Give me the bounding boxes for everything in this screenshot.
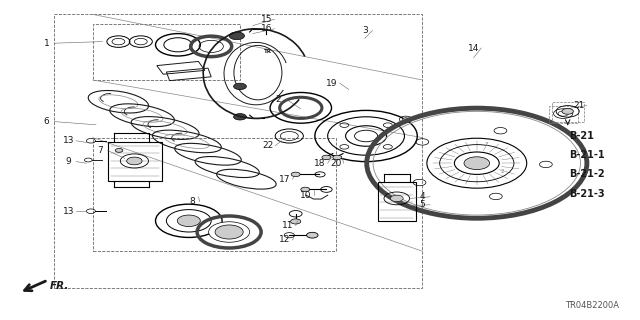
Circle shape [177, 215, 200, 227]
Circle shape [301, 187, 310, 192]
Bar [93, 138, 336, 251]
Text: 12: 12 [279, 236, 291, 244]
Circle shape [291, 172, 300, 177]
Text: 8: 8 [189, 197, 195, 206]
Circle shape [215, 225, 243, 239]
Circle shape [229, 32, 244, 40]
Bar [93, 24, 240, 80]
Text: 1: 1 [44, 39, 49, 48]
Text: 21: 21 [573, 101, 585, 110]
Text: 18: 18 [314, 159, 326, 168]
Bar [108, 142, 162, 181]
Text: 22: 22 [262, 141, 273, 150]
Text: 14: 14 [468, 44, 479, 52]
Circle shape [234, 83, 246, 90]
Text: 4: 4 [420, 192, 425, 201]
Text: 9: 9 [66, 157, 71, 166]
Text: TR04B2200A: TR04B2200A [565, 301, 619, 310]
Text: 2: 2 [500, 169, 504, 174]
Circle shape [390, 195, 403, 202]
Circle shape [333, 155, 342, 160]
Circle shape [291, 219, 301, 224]
Text: 2: 2 [276, 95, 281, 104]
Text: 13: 13 [63, 207, 74, 216]
Text: 17: 17 [279, 175, 291, 184]
Text: 1: 1 [484, 141, 488, 147]
Text: 19: 19 [326, 79, 338, 88]
Circle shape [322, 155, 331, 160]
Text: FR.: FR. [50, 281, 69, 292]
Text: 13: 13 [63, 136, 74, 145]
Text: B-21: B-21 [570, 131, 595, 141]
Text: 10: 10 [300, 191, 312, 200]
Bar [552, 102, 584, 122]
Text: 11: 11 [282, 221, 294, 230]
Circle shape [562, 108, 573, 114]
Circle shape [127, 157, 142, 165]
Text: B-21-2: B-21-2 [570, 169, 605, 180]
Text: 3: 3 [362, 26, 367, 35]
Text: 6: 6 [44, 117, 49, 126]
Circle shape [307, 232, 318, 238]
Text: TR: TR [264, 49, 271, 54]
Circle shape [464, 157, 490, 170]
Bar [378, 182, 416, 221]
Circle shape [234, 114, 246, 120]
Bar [549, 106, 578, 123]
Text: 7: 7 [97, 146, 102, 155]
Text: 15: 15 [261, 15, 273, 24]
Circle shape [115, 148, 123, 152]
Text: 20: 20 [330, 159, 342, 168]
Bar [54, 14, 422, 288]
Text: B-21-3: B-21-3 [570, 188, 605, 199]
Text: 16: 16 [261, 24, 273, 33]
Circle shape [209, 222, 250, 242]
Text: B-21-1: B-21-1 [570, 150, 605, 160]
Text: 5: 5 [420, 200, 425, 209]
Circle shape [403, 118, 409, 121]
